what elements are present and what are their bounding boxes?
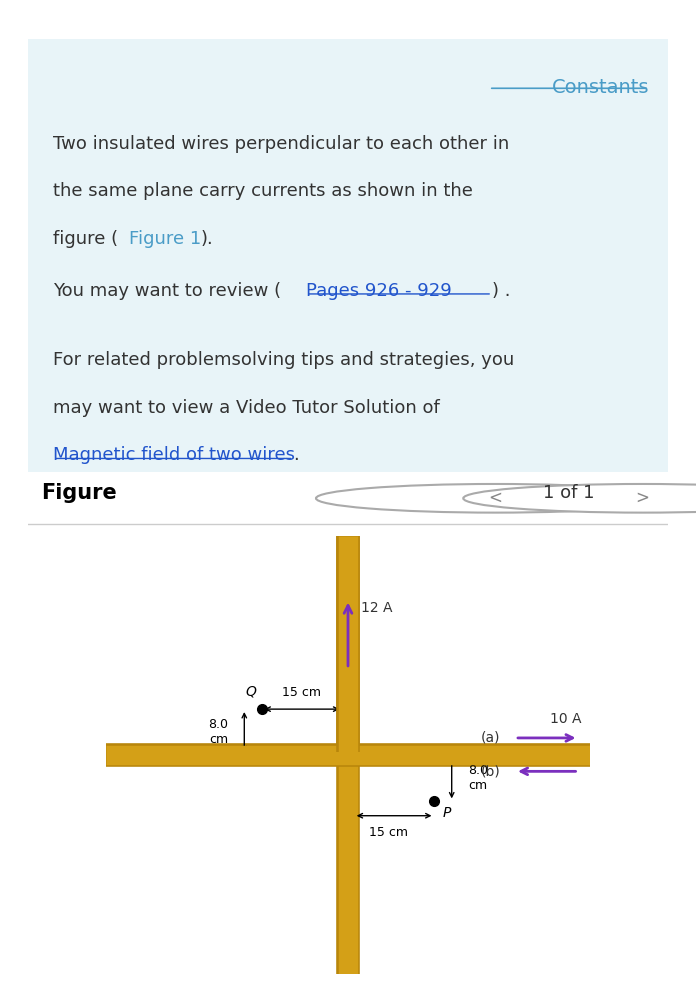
Text: Constants: Constants (551, 79, 649, 97)
FancyBboxPatch shape (22, 35, 674, 476)
Text: .: . (294, 447, 299, 464)
Text: 12 A: 12 A (361, 601, 392, 615)
Text: Figure: Figure (40, 483, 116, 503)
Text: Magnetic field of two wires: Magnetic field of two wires (54, 447, 296, 464)
Text: figure (: figure ( (54, 230, 118, 248)
Text: 15 cm: 15 cm (283, 686, 322, 699)
Text: ) .: ) . (492, 281, 511, 300)
Circle shape (316, 484, 674, 513)
Text: >: > (635, 489, 649, 508)
Text: 15 cm: 15 cm (369, 827, 408, 839)
Text: 8.0
cm: 8.0 cm (468, 765, 488, 792)
Text: may want to view a Video Tutor Solution of: may want to view a Video Tutor Solution … (54, 399, 440, 416)
Text: Two insulated wires perpendicular to each other in: Two insulated wires perpendicular to eac… (54, 135, 509, 153)
Text: Q: Q (245, 685, 256, 699)
Text: <: < (489, 489, 503, 508)
Text: 10 A: 10 A (550, 712, 581, 726)
Text: You may want to review (: You may want to review ( (54, 281, 282, 300)
Text: 8.0
cm: 8.0 cm (208, 718, 228, 746)
Text: 1 of 1: 1 of 1 (543, 484, 594, 502)
Circle shape (464, 484, 696, 513)
Text: ).: ). (200, 230, 214, 248)
Text: For related problemsolving tips and strategies, you: For related problemsolving tips and stra… (54, 351, 515, 369)
Text: (b): (b) (481, 765, 500, 778)
Text: (a): (a) (481, 731, 500, 745)
Text: Pages 926 - 929: Pages 926 - 929 (306, 281, 452, 300)
Text: Figure 1: Figure 1 (129, 230, 201, 248)
Text: the same plane carry currents as shown in the: the same plane carry currents as shown i… (54, 182, 473, 200)
Text: P: P (443, 806, 452, 820)
